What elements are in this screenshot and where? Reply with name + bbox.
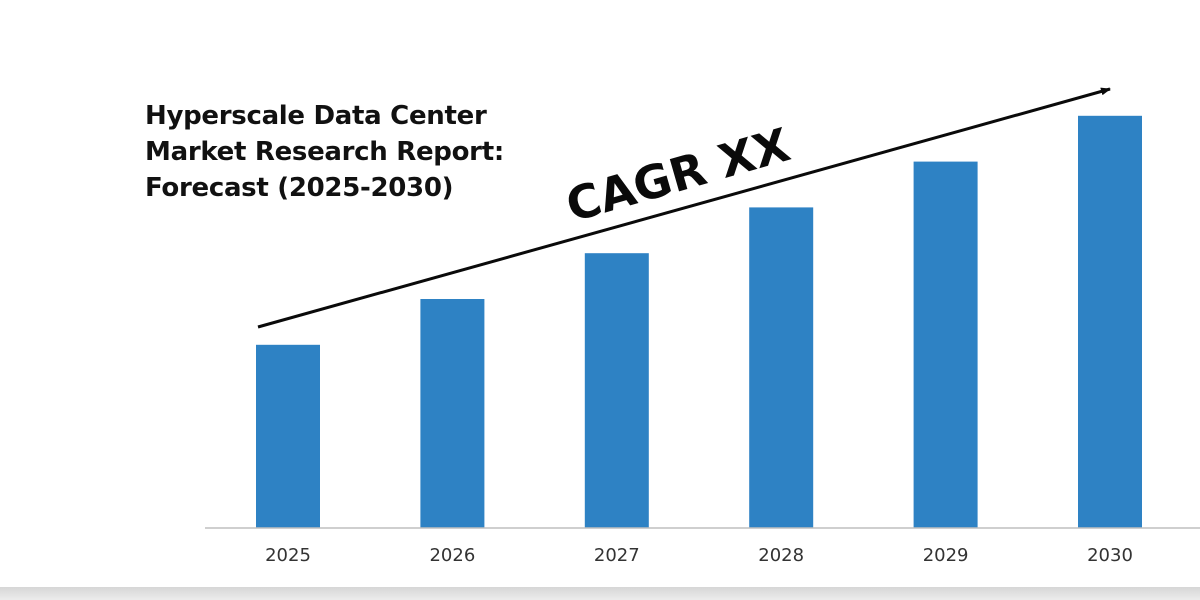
title-line-1: Hyperscale Data Center	[145, 101, 487, 131]
x-tick-label: 2027	[594, 545, 640, 566]
bar-2025	[256, 344, 320, 528]
x-tick-label: 2025	[265, 545, 311, 566]
x-tick-label: 2026	[429, 545, 475, 566]
bar-2030	[1078, 115, 1142, 529]
bar-2028	[749, 207, 814, 528]
bottom-divider	[0, 587, 1200, 600]
x-tick-label: 2028	[758, 545, 804, 566]
title-line-2: Market Research Report:	[145, 137, 504, 167]
title-line-3: Forecast (2025-2030)	[145, 173, 454, 203]
bar-2027	[584, 253, 649, 528]
bars-group	[256, 115, 1142, 529]
bar-2029	[913, 161, 978, 528]
bar-2026	[420, 299, 485, 528]
chart-title: Hyperscale Data Center Market Research R…	[145, 98, 545, 206]
trend-arrow	[257, 87, 1111, 329]
x-tick-label: 2030	[1087, 545, 1133, 566]
x-tick-label: 2029	[923, 545, 969, 566]
x-tick-labels: 2025 2026 2027 2028 2029 2030	[265, 545, 1133, 566]
